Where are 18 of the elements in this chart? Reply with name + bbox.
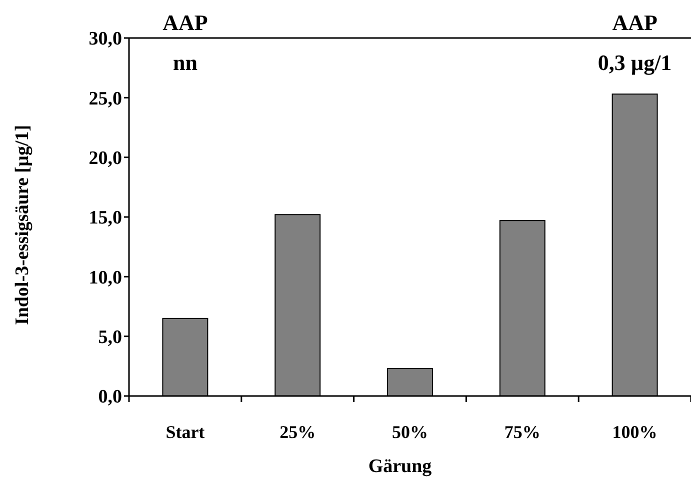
- y-tick-label: 30,0: [88, 28, 122, 50]
- x-tick-label: Start: [166, 422, 205, 442]
- y-tick-label: 15,0: [88, 208, 122, 229]
- y-tick-label: 5,0: [98, 326, 122, 348]
- y-tick-label: 10,0: [88, 267, 122, 288]
- x-axis-title: Gärung: [368, 456, 432, 477]
- text: AAP: [162, 10, 208, 35]
- y-tick-label: 25,0: [88, 88, 122, 110]
- x-tick-label: 75%: [504, 422, 540, 442]
- x-tick-label: 50%: [392, 422, 428, 442]
- annotation: 0,3 µg/1: [598, 50, 672, 75]
- x-tick-label: 100%: [612, 422, 658, 442]
- y-axis-title: Indol-3-essigsäure [µg/1]: [12, 124, 33, 326]
- text: AAP: [612, 10, 658, 35]
- annotation: nn: [172, 50, 198, 75]
- y-tick-label: 20,0: [88, 148, 122, 169]
- x-tick-label: 25%: [280, 422, 316, 442]
- y-tick-label: 0,0: [98, 386, 122, 408]
